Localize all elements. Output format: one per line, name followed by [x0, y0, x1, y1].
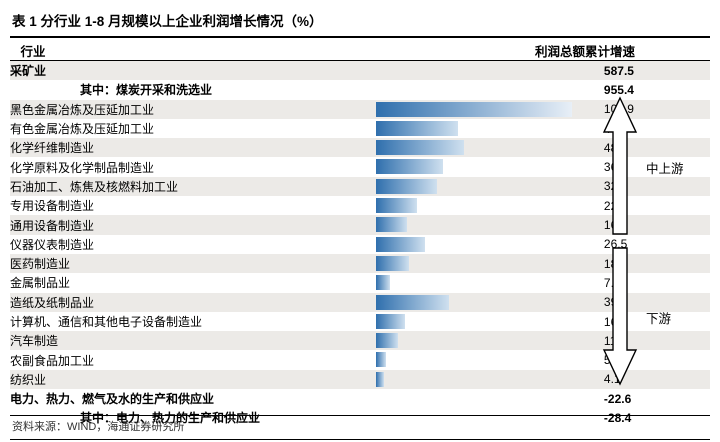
page-title: 表 1 分行业 1-8 月规模以上企业利润增长情况（%） — [12, 14, 323, 29]
row-industry-label: 金属制品业 — [10, 276, 71, 291]
row-bar-cell — [375, 100, 604, 119]
row-industry-label: 造纸及纸制品业 — [10, 295, 95, 310]
zone-label-upper: 中上游 — [646, 162, 684, 176]
row-bar-cell — [375, 177, 604, 196]
row-industry-label: 医药制造业 — [10, 257, 71, 272]
row-bar — [375, 217, 407, 233]
row-bar-cell — [375, 119, 604, 138]
zone-label-lower: 下游 — [646, 312, 672, 326]
row-industry-label: 计算机、通信和其他电子设备制造业 — [10, 315, 203, 329]
column-header-industry: 行业 — [20, 45, 46, 59]
table-row: 金属制品业 7.3 — [10, 273, 710, 292]
row-bar-cell — [376, 389, 604, 408]
top-divider — [10, 36, 710, 38]
table-row: 电力、热力、燃气及水的生产和供应业 -22.6 — [10, 389, 710, 408]
row-bar — [375, 333, 398, 349]
row-industry-label: 农副食品加工业 — [10, 353, 95, 368]
row-bar-cell — [375, 350, 604, 369]
row-bar-cell — [375, 293, 604, 312]
row-bar-cell — [375, 312, 604, 331]
row-bar — [375, 178, 437, 194]
row-bar-cell — [376, 408, 604, 427]
row-industry-label: 有色金属冶炼及压延加工业 — [10, 122, 155, 137]
table-row: 专用设备制造业22.7 — [10, 196, 710, 215]
header-divider — [10, 60, 710, 61]
table-row: 化学纤维制造业48.6 — [10, 138, 710, 158]
table-header: 行业 利润总额累计增速 — [10, 38, 710, 60]
row-industry-label: 汽车制造 — [10, 334, 59, 349]
row-bar — [375, 294, 449, 310]
row-industry-label: 化学原料及化学制品制造业 — [10, 160, 155, 175]
row-bar-cell — [375, 331, 604, 350]
row-bar — [375, 101, 572, 117]
row-industry-label: 专用设备制造业 — [10, 199, 95, 214]
row-value: -22.6 — [603, 391, 632, 406]
row-bar-cell — [375, 157, 604, 176]
downstream-arrow-icon — [602, 246, 638, 386]
row-industry-label: 通用设备制造业 — [10, 218, 95, 233]
row-bar-cell — [376, 61, 604, 80]
row-industry-label: 黑色金属冶炼及压延加工业 — [10, 102, 155, 117]
row-bar — [375, 371, 384, 387]
row-bar — [375, 140, 464, 156]
data-table: 采矿业 587.5 其中：煤炭开采和洗选业 955.4 黑色金属冶炼及压延加工业106.… — [10, 61, 710, 428]
table-row: 其中：煤炭开采和洗选业 955.4 — [10, 80, 710, 99]
row-industry-label: 其中：煤炭开采和洗选业 — [80, 83, 213, 98]
upstream-arrow-icon — [602, 96, 638, 236]
table-row: 采矿业 587.5 — [10, 61, 710, 81]
source-note: 资料来源：WIND，海通证券研究所 — [12, 421, 185, 433]
table-row: 其中：电力、热力的生产和供应业 -28.4 — [10, 408, 710, 427]
table-row: 黑色金属冶炼及压延加工业106.9 — [10, 99, 710, 119]
row-bar-cell — [375, 138, 604, 157]
row-bar — [375, 236, 425, 252]
row-bar-cell — [375, 215, 604, 234]
footer-divider — [10, 415, 710, 416]
bottom-divider — [10, 439, 710, 440]
row-industry-label: 化学纤维制造业 — [10, 141, 95, 156]
column-header-value: 利润总额累计增速 — [534, 45, 635, 59]
row-bar-cell — [375, 273, 604, 292]
row-industry-label: 纺织业 — [10, 372, 47, 387]
zone-annotations: 中上游 下游 — [594, 96, 712, 386]
row-industry-label: 仪器仪表制造业 — [10, 237, 95, 252]
row-bar-cell — [375, 235, 604, 254]
table-row: 医药制造业18.3 — [10, 253, 710, 274]
row-value: 587.5 — [603, 63, 634, 78]
row-value: 955.4 — [603, 82, 634, 97]
row-bar-cell — [375, 196, 604, 215]
row-bar-cell — [375, 254, 604, 273]
row-bar — [375, 159, 443, 175]
table-row: 纺织业 4.1 — [10, 369, 710, 390]
row-industry-label: 电力、热力、燃气及水的生产和供应业 — [10, 392, 215, 407]
row-industry-label: 石油加工、炼焦及核燃料加工业 — [10, 179, 179, 194]
table-body: 采矿业 587.5 其中：煤炭开采和洗选业 955.4 黑色金属冶炼及压延加工业106.… — [10, 61, 710, 428]
row-bar-cell — [375, 370, 604, 389]
row-bar-cell — [376, 80, 604, 99]
row-bar — [375, 255, 409, 271]
row-bar — [375, 352, 386, 368]
row-bar — [375, 275, 390, 291]
row-bar — [375, 120, 458, 136]
row-industry-label: 采矿业 — [10, 64, 47, 79]
row-industry-label: 其中：电力、热力的生产和供应业 — [80, 411, 261, 426]
row-bar — [375, 198, 417, 214]
row-bar — [375, 313, 405, 329]
row-value: -28.4 — [603, 410, 632, 425]
